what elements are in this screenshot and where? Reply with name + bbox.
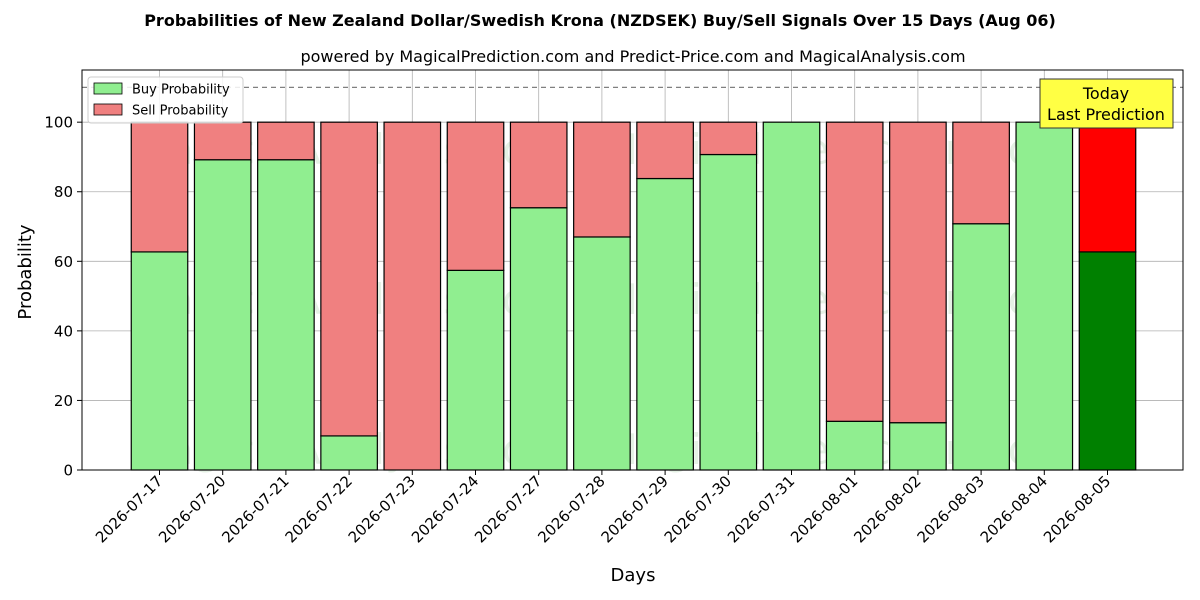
- buy-bar: [825, 420, 884, 471]
- bars: [82, 86, 1183, 471]
- chart-title: Probabilities of New Zealand Dollar/Swed…: [144, 11, 1056, 30]
- y-tick-label: 20: [54, 392, 73, 410]
- plot-frame: [81, 69, 1184, 471]
- legend-box: [87, 76, 244, 124]
- sell-bar: [193, 121, 252, 161]
- annotation-text: Last Prediction: [1047, 105, 1165, 124]
- x-tick-label: 2026-07-31: [724, 472, 798, 546]
- sell-bar: [320, 121, 378, 437]
- buy-bar: [889, 422, 947, 471]
- x-tick-label: 2026-07-22: [282, 472, 356, 546]
- y-tick-label: 0: [63, 462, 73, 480]
- sell-bar: [130, 121, 189, 253]
- buy-bar: [130, 251, 189, 471]
- buy-bar: [446, 269, 505, 471]
- x-tick-label: 2026-08-05: [1040, 472, 1114, 546]
- annotation-text: Today: [1082, 84, 1129, 103]
- annotation-box: [1039, 78, 1174, 129]
- legend: Buy Probability Sell Probability: [87, 76, 244, 124]
- legend-label: Buy Probability: [132, 83, 230, 98]
- buy-bar: [573, 236, 631, 471]
- x-tick-label: 2026-08-02: [850, 472, 924, 546]
- buy-bar: [1015, 121, 1074, 471]
- y-tick-label: 40: [54, 322, 73, 340]
- buy-bar: [636, 177, 694, 471]
- x-tick-label: 2026-07-27: [471, 472, 545, 546]
- chart-subtitle: powered by MagicalPrediction.com and Pre…: [300, 47, 965, 66]
- buy-bar: [699, 153, 758, 471]
- x-tick-label: 2026-07-17: [92, 472, 166, 546]
- buy-bar: [509, 207, 568, 471]
- legend-label: Sell Probability: [132, 104, 229, 119]
- y-tick-label: 80: [54, 183, 73, 201]
- x-tick-label: 2026-08-04: [977, 472, 1051, 546]
- x-tick-label: 2026-07-30: [661, 472, 735, 546]
- x-tick-label: 2026-08-03: [914, 472, 988, 546]
- y-axis-label: Probability: [15, 224, 36, 319]
- sell-bar: [825, 121, 884, 422]
- sell-bar: [257, 121, 315, 161]
- x-axis-label: Days: [611, 565, 656, 586]
- annotation: Today Last Prediction: [1039, 78, 1174, 129]
- legend-swatch: [93, 103, 123, 116]
- x-tick-label: 2026-07-20: [155, 472, 229, 546]
- buy-bar: [1078, 251, 1137, 471]
- y-tick-label: 100: [44, 114, 73, 132]
- x-tick-label: 2026-07-23: [345, 472, 419, 546]
- sell-bar: [383, 121, 442, 471]
- x-tick-label: 2026-07-24: [408, 472, 482, 546]
- sell-bar: [889, 121, 947, 424]
- y-tick-label: 60: [54, 253, 73, 271]
- buy-bar: [193, 159, 252, 471]
- x-tick-label: 2026-07-28: [534, 472, 608, 546]
- buy-bar: [952, 223, 1010, 471]
- sell-bar: [699, 121, 758, 156]
- buy-bar: [257, 159, 315, 471]
- sell-bar: [573, 121, 631, 238]
- x-tick-label: 2026-07-29: [598, 472, 672, 546]
- sell-bar: [636, 121, 694, 180]
- x-tick-label: 2026-08-01: [787, 472, 861, 546]
- sell-bar: [1078, 121, 1137, 253]
- buy-bar: [320, 435, 378, 471]
- sell-bar: [952, 121, 1010, 225]
- sell-bar: [509, 121, 568, 209]
- buy-bar: [762, 121, 821, 471]
- legend-swatch: [93, 82, 123, 95]
- x-tick-label: 2026-07-21: [218, 472, 292, 546]
- sell-bar: [446, 121, 505, 271]
